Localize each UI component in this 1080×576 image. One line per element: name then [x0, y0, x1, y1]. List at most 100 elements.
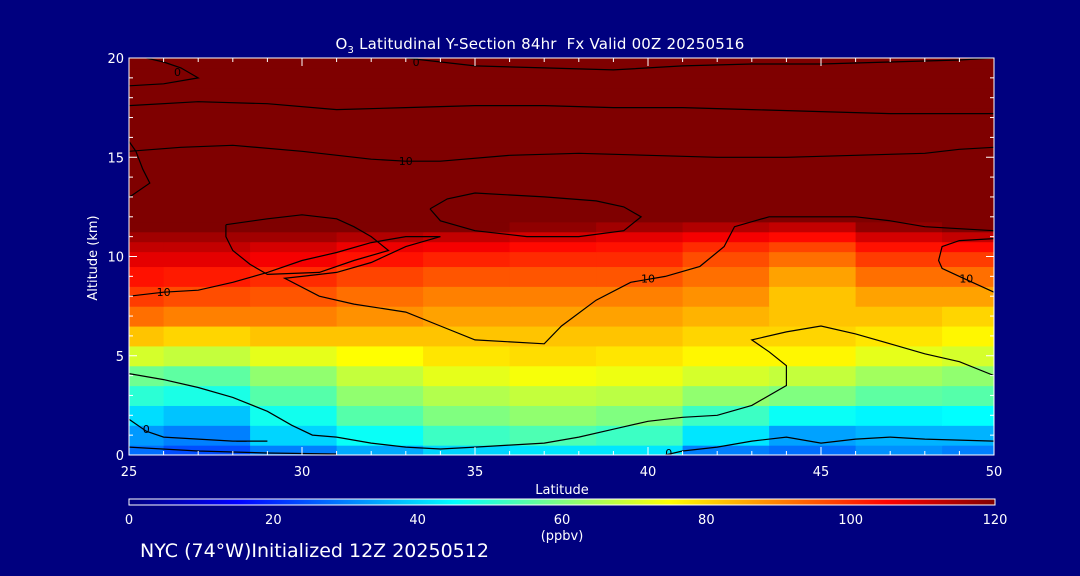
field-cell — [596, 306, 684, 327]
field-cell — [509, 345, 597, 367]
field-cell — [163, 286, 251, 307]
field-cell — [250, 241, 338, 253]
field-cell — [129, 325, 165, 347]
field-cell — [423, 445, 511, 455]
field-cell — [250, 127, 338, 148]
field-cell — [942, 405, 994, 426]
field-cell — [596, 221, 684, 233]
colorbar — [128, 498, 996, 506]
field-cell — [942, 385, 994, 406]
field-cell — [942, 425, 994, 446]
colorbar-unit-label: (ppbv) — [541, 529, 584, 544]
contour-label: 0 — [143, 423, 150, 436]
x-tick-label: 35 — [467, 465, 484, 480]
field-cell — [336, 206, 424, 223]
field-cell — [682, 385, 770, 406]
field-cell — [336, 405, 424, 426]
field-cell — [336, 425, 424, 446]
field-cell — [163, 107, 251, 129]
field-cell — [682, 405, 770, 426]
contour-line — [429, 192, 643, 238]
field-cell — [163, 325, 251, 347]
field-cell — [682, 107, 770, 129]
field-cell — [596, 425, 684, 446]
field-cell — [942, 127, 994, 148]
field-cell — [769, 425, 857, 446]
field-cell — [423, 241, 511, 253]
field-cell — [769, 286, 857, 307]
field-cell — [423, 87, 511, 109]
contour-label: 0 — [665, 447, 672, 460]
field-cell — [769, 325, 857, 347]
field-cell — [129, 147, 165, 168]
field-cell — [423, 385, 511, 406]
field-cell — [942, 221, 994, 233]
field-cell — [423, 167, 511, 188]
field-cell — [769, 345, 857, 367]
field-cell — [250, 67, 338, 89]
field-cell — [855, 445, 943, 455]
x-tick-label: 25 — [121, 465, 138, 480]
field-cell — [855, 147, 943, 168]
field-cell — [336, 286, 424, 307]
field-cell — [769, 167, 857, 188]
field-cell — [163, 206, 251, 223]
field-cell — [596, 445, 684, 455]
field-cell — [942, 147, 994, 168]
field-cell — [129, 365, 165, 387]
field-cell — [596, 325, 684, 347]
field-cell — [423, 251, 511, 268]
title-text: Latitudinal Y-Section 84hr Fx Valid 00Z … — [354, 35, 745, 53]
field-cell — [336, 107, 424, 129]
colorbar-tick-label: 20 — [265, 513, 282, 528]
field-cell — [163, 425, 251, 446]
field-cell — [855, 405, 943, 426]
field-cell — [250, 187, 338, 208]
field-cell — [509, 206, 597, 223]
field-cell — [942, 445, 994, 455]
contour-line — [665, 436, 994, 455]
field-cell — [509, 58, 597, 69]
field-cell — [855, 385, 943, 406]
field-cell — [855, 58, 943, 69]
field-cell — [509, 107, 597, 129]
field-cell — [769, 206, 857, 223]
field-cell — [163, 365, 251, 387]
field-cell — [250, 306, 338, 327]
field-cell — [129, 107, 165, 129]
field-cell — [336, 385, 424, 406]
field-cell — [250, 425, 338, 446]
field-cell — [682, 445, 770, 455]
field-cell — [423, 206, 511, 223]
colorbar-tick-label: 100 — [838, 513, 863, 528]
field-cell — [855, 221, 943, 233]
field-cell — [336, 58, 424, 69]
field-cell — [769, 231, 857, 243]
field-cell — [942, 325, 994, 347]
field-cell — [336, 365, 424, 387]
field-cell — [942, 58, 994, 69]
field-cell — [855, 127, 943, 148]
field-cell — [163, 445, 251, 455]
field-cell — [509, 385, 597, 406]
field-cell — [769, 67, 857, 89]
field-cell — [942, 167, 994, 188]
title-species: O — [335, 35, 348, 53]
field-cell — [769, 241, 857, 253]
field-cell — [250, 405, 338, 426]
contour-line — [937, 238, 994, 293]
field-cell — [336, 251, 424, 268]
field-cell — [942, 107, 994, 129]
y-axis-label: Altitude (km) — [86, 215, 101, 300]
contour-label: 10 — [641, 272, 655, 285]
field-cell — [942, 231, 994, 243]
field-cell — [129, 127, 165, 148]
field-cell — [942, 67, 994, 89]
field-cell — [250, 365, 338, 387]
field-cell — [942, 251, 994, 268]
field-cell — [509, 87, 597, 109]
field-cell — [682, 286, 770, 307]
field-cell — [855, 206, 943, 223]
field-cell — [682, 221, 770, 233]
field-cell — [163, 221, 251, 233]
